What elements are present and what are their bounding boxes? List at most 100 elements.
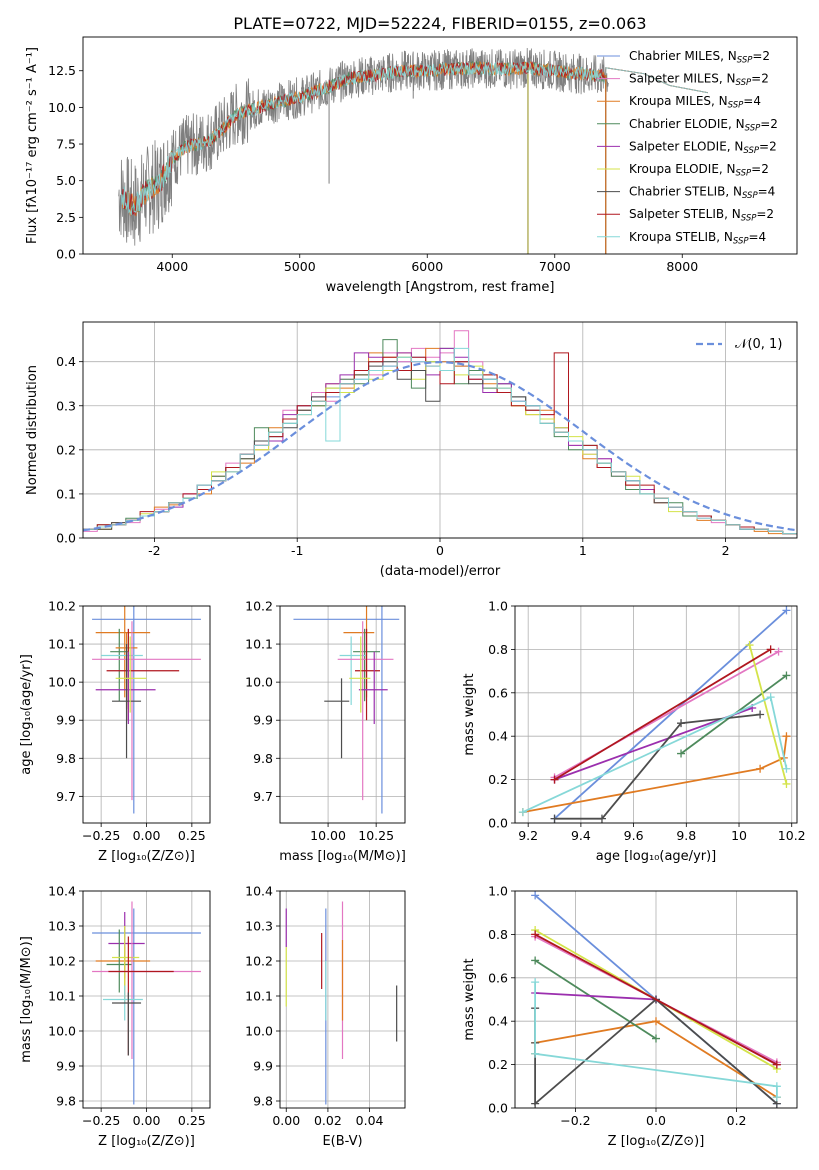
legend-label-sub: SSP bbox=[745, 123, 761, 133]
legend-label-text: Kroupa MILES, N bbox=[629, 94, 728, 108]
y-tick-label: 7.5 bbox=[56, 137, 76, 152]
weight-marker bbox=[550, 814, 559, 823]
y-tick-label: 10.3 bbox=[48, 919, 76, 934]
x-tick-label: 10.2 bbox=[778, 828, 806, 843]
weight-marker bbox=[745, 641, 754, 650]
x-axis-label: Z [log₁₀(Z/Z⊙)] bbox=[608, 1134, 705, 1149]
gaussian-curve bbox=[82, 360, 798, 532]
y-tick-label: 10.1 bbox=[245, 637, 273, 652]
y-tick-label: 0.4 bbox=[488, 1014, 508, 1029]
legend-label-sub: SSP bbox=[736, 169, 752, 179]
x-axis-label: Z [log₁₀(Z/Z⊙)] bbox=[98, 1134, 195, 1149]
legend-label-sub: SSP bbox=[737, 56, 753, 66]
legend-label-text: Salpeter STELIB, N bbox=[629, 207, 741, 221]
legend-label-tail: =2 bbox=[756, 207, 774, 221]
y-tick-label: 2.5 bbox=[56, 210, 76, 225]
x-tick-label: 0.2 bbox=[727, 1113, 747, 1128]
legend-label-tail: =4 bbox=[758, 185, 776, 199]
plot-area bbox=[285, 901, 398, 1105]
x-axis-label: (data-model)/error bbox=[380, 564, 501, 579]
plot-area bbox=[118, 47, 708, 254]
y-tick-label: 0.4 bbox=[488, 729, 508, 744]
x-tick-label: 2 bbox=[722, 543, 730, 558]
weight-marker bbox=[531, 978, 540, 987]
weight-marker bbox=[772, 1060, 781, 1069]
y-tick-label: 0.2 bbox=[488, 772, 508, 787]
y-tick-label: 9.7 bbox=[253, 789, 273, 804]
x-axis-label: Z [log₁₀(Z/Z⊙)] bbox=[98, 849, 195, 864]
figure-title: PLATE=0722, MJD=52224, FIBERID=0155, z=0… bbox=[233, 14, 646, 33]
x-tick-label: -2 bbox=[148, 543, 160, 558]
x-tick-label: −0.2 bbox=[560, 1113, 590, 1128]
y-tick-label: 9.8 bbox=[56, 1094, 76, 1109]
x-tick-label: 0.00 bbox=[133, 1113, 161, 1128]
legend-label-tail: =4 bbox=[749, 230, 767, 244]
x-tick-label: 10 bbox=[731, 828, 747, 843]
y-tick-label: 10.1 bbox=[245, 989, 273, 1004]
legend-label-tail: =2 bbox=[751, 72, 769, 86]
weight-marker bbox=[531, 1049, 540, 1058]
weight-marker bbox=[550, 775, 559, 784]
y-tick-label: 1.0 bbox=[488, 884, 508, 899]
y-tick-label: 9.9 bbox=[56, 1059, 76, 1074]
weight-marker bbox=[597, 814, 606, 823]
x-axis-label: mass [log₁₀(M/M⊙)] bbox=[279, 849, 406, 864]
legend-label-sub: SSP bbox=[742, 191, 758, 201]
plot-area bbox=[82, 330, 798, 535]
y-tick-label: 9.9 bbox=[253, 713, 273, 728]
y-axis-label: Flux [fλ10⁻¹⁷ erg cm⁻² s⁻¹ A⁻¹] bbox=[25, 47, 40, 244]
legend-label: Kroupa STELIB, NSSP=4 bbox=[629, 230, 766, 247]
y-tick-label: 9.7 bbox=[56, 789, 76, 804]
x-tick-label: 0.0 bbox=[646, 1113, 666, 1128]
y-tick-label: 10.1 bbox=[48, 637, 76, 652]
y-tick-label: 0.2 bbox=[488, 1057, 508, 1072]
y-axis-label: mass weight bbox=[462, 673, 477, 755]
legend-label-text: Chabrier STELIB, N bbox=[629, 185, 742, 199]
legend-label: Chabrier MILES, NSSP=2 bbox=[629, 49, 770, 66]
legend-label-tail: =2 bbox=[751, 162, 769, 176]
panel-residuals: -2 -1 0 1 2 0.0 0.1 0.2 0.3 0.4 (data-model)/error… bbox=[25, 321, 798, 579]
x-tick-label: 0 bbox=[436, 543, 444, 558]
x-axis-label: age [log₁₀(age/yr)] bbox=[596, 849, 717, 864]
weight-marker bbox=[531, 891, 540, 900]
legend-label-text: Salpeter MILES, N bbox=[629, 72, 736, 86]
y-tick-label: 10.4 bbox=[48, 884, 76, 899]
y-tick-label: 9.8 bbox=[56, 751, 76, 766]
axes-frame bbox=[82, 605, 211, 824]
panel-age_vs_mass: 10.00 10.25 9.7 9.8 9.9 10.0 10.1 10.2 mass [log… bbox=[245, 599, 406, 865]
weight-marker bbox=[782, 779, 791, 788]
x-tick-label: -1 bbox=[291, 543, 303, 558]
axes-frame bbox=[279, 890, 406, 1109]
model-spectrum bbox=[120, 59, 708, 213]
legend-label-text: Salpeter ELODIE, N bbox=[629, 139, 743, 153]
y-tick-label: 0.6 bbox=[488, 970, 508, 985]
weight-line-kroupa_elodie bbox=[748, 644, 788, 785]
y-tick-label: 10.0 bbox=[245, 1024, 273, 1039]
legend-label: Chabrier STELIB, NSSP=4 bbox=[629, 185, 775, 202]
plot-area bbox=[92, 606, 201, 814]
model-spectrum bbox=[120, 61, 708, 215]
weight-marker bbox=[774, 647, 783, 656]
legend-label-text: Chabrier MILES, N bbox=[629, 49, 737, 63]
axes-frame bbox=[82, 321, 798, 539]
weight-marker bbox=[518, 808, 527, 817]
weight-marker bbox=[652, 1017, 660, 1026]
y-tick-label: 10.0 bbox=[245, 675, 273, 690]
y-tick-label: 9.8 bbox=[253, 1094, 273, 1109]
legend-label: Salpeter ELODIE, NSSP=2 bbox=[629, 139, 777, 156]
legend-label-text: Kroupa STELIB, N bbox=[629, 230, 733, 244]
y-tick-label: 10.3 bbox=[245, 919, 273, 934]
panel-weight_vs_age: 9.2 9.4 9.6 9.8 10 10.2 0.0 0.2 0.4 0.6 0.8 1.0 age … bbox=[462, 599, 806, 865]
y-tick-label: 0.8 bbox=[488, 927, 508, 942]
weight-marker bbox=[772, 1082, 781, 1091]
y-tick-label: 9.8 bbox=[253, 751, 273, 766]
legend-label-tail: =2 bbox=[752, 49, 770, 63]
y-tick-label: 0.0 bbox=[56, 247, 76, 262]
legend-label-sub: SSP bbox=[728, 101, 744, 111]
plot-area bbox=[531, 891, 781, 1108]
x-tick-label: 0.04 bbox=[356, 1113, 384, 1128]
weight-line-kroupa_stelib bbox=[534, 982, 778, 1098]
weight-marker bbox=[766, 645, 775, 654]
y-tick-label: 10.2 bbox=[245, 599, 273, 614]
